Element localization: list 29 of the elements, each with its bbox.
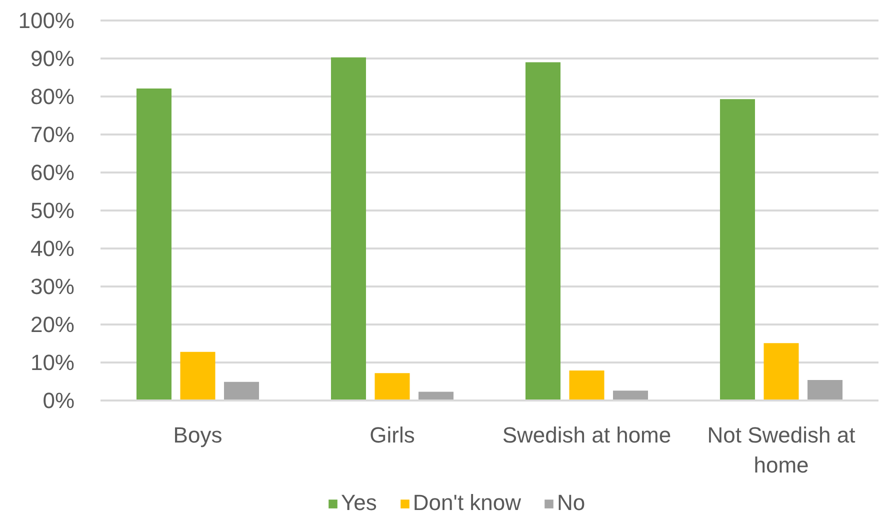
- bar: [374, 373, 410, 400]
- y-tick-label: 60%: [30, 160, 75, 185]
- y-tick-label: 90%: [30, 46, 75, 71]
- x-tick-label: Boys: [173, 422, 222, 448]
- y-tick-label: 0%: [42, 388, 74, 413]
- y-tick-label: 100%: [18, 8, 75, 33]
- x-tick-label: Not Swedish at home: [707, 422, 856, 478]
- y-tick-label: 80%: [30, 84, 75, 109]
- y-tick-label: 40%: [30, 236, 75, 261]
- bar: [224, 382, 260, 400]
- bar: [720, 99, 755, 400]
- x-tick-label: Girls: [370, 422, 415, 448]
- legend-label: No: [557, 490, 586, 516]
- y-tick-label: 30%: [30, 274, 75, 299]
- bar: [764, 343, 799, 400]
- bar: [525, 62, 560, 400]
- bar: [808, 380, 843, 400]
- legend-label: Yes: [341, 490, 377, 516]
- bar: [330, 57, 366, 400]
- y-tick-label: 10%: [30, 350, 75, 375]
- bar: [569, 370, 604, 400]
- y-tick-label: 70%: [30, 122, 75, 147]
- legend-label: Don't know: [412, 490, 522, 516]
- y-tick-label: 50%: [30, 198, 75, 223]
- bar: [136, 88, 172, 400]
- bar: [613, 390, 648, 400]
- y-tick-label: 20%: [30, 312, 75, 337]
- bar: [180, 352, 216, 400]
- x-tick-label: Swedish at home: [502, 422, 672, 448]
